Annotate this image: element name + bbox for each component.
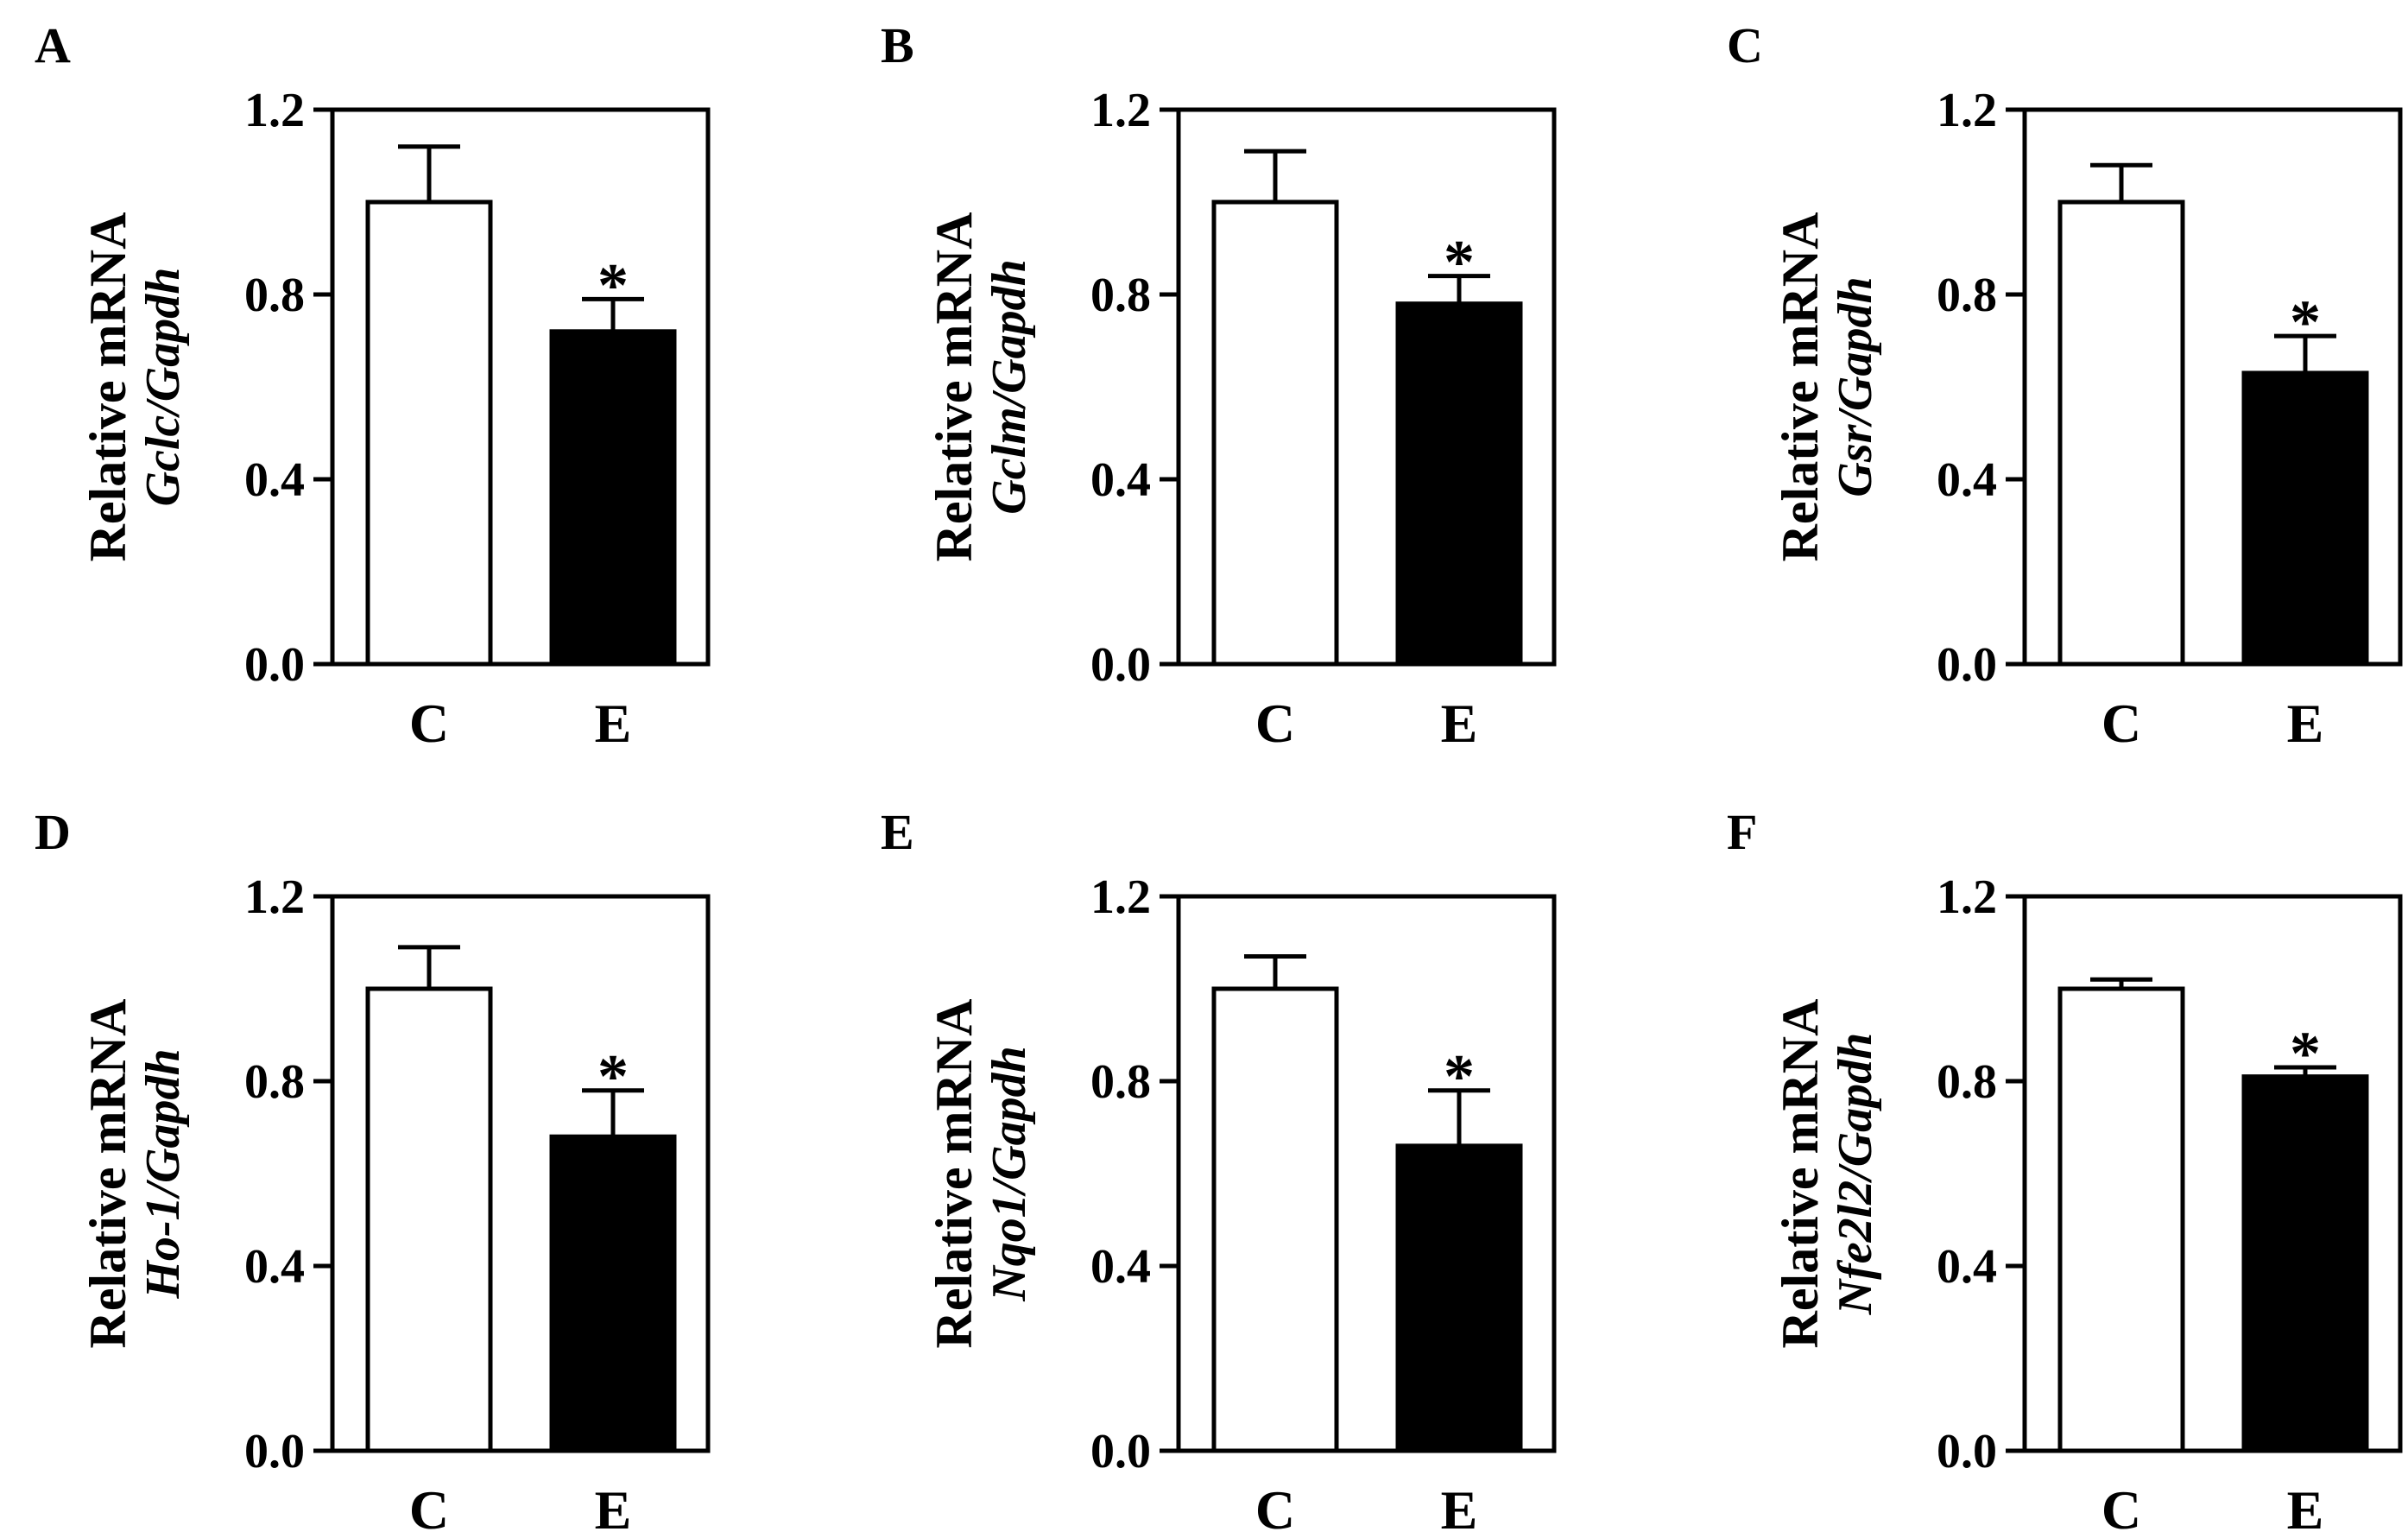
y-tick-label-a-2: 0.8 (244, 269, 305, 322)
significance-star-a: * (597, 250, 629, 320)
x-tick-label-b-e: E (1441, 693, 1478, 754)
y-tick-label-c-3: 1.2 (1937, 84, 1997, 137)
x-tick-label-d-e: E (595, 1479, 632, 1538)
significance-star-b: * (1444, 228, 1475, 297)
significance-star-f: * (2290, 1019, 2321, 1088)
x-tick-label-a-e: E (595, 693, 632, 754)
significance-star-d: * (597, 1042, 629, 1111)
panel-letter-b: B (881, 17, 914, 73)
y-tick-label-a-0: 0.0 (244, 638, 305, 692)
y-tick-label-e-1: 0.4 (1090, 1240, 1151, 1294)
x-tick-label-b-c: C (1255, 693, 1295, 754)
y-tick-label-f-1: 0.4 (1937, 1240, 1997, 1294)
y-tick-label-d-1: 0.4 (244, 1240, 305, 1294)
y-tick-label-d-3: 1.2 (244, 870, 305, 924)
y-tick-label-c-0: 0.0 (1937, 638, 1997, 692)
y-tick-label-d-0: 0.0 (244, 1425, 305, 1478)
significance-star-e: * (1444, 1042, 1475, 1111)
panel-letter-a: A (35, 17, 71, 73)
panel-f: F C * E 0.0 0.4 0.8 1.2 Relative mRNA Nfe2l2/Gapd… (1727, 804, 2403, 1538)
bar-e-c (1211, 986, 1339, 1453)
bar-e-e (1395, 1143, 1523, 1453)
y-tick-label-c-2: 0.8 (1937, 269, 1997, 322)
panel-letter-e: E (881, 804, 914, 860)
y-tick-label-a-1: 0.4 (244, 453, 305, 507)
panel-a: A C * E 0.0 0.4 0.8 1.2 Relative mRNA Gclc/Gapdh (35, 17, 711, 754)
bar-a-e (549, 329, 677, 667)
y-tick-label-b-2: 0.8 (1090, 269, 1151, 322)
y-tick-label-a-3: 1.2 (244, 84, 305, 137)
plot-frame-a (330, 107, 711, 667)
y-axis-label-f: Relative mRNA (1772, 999, 1829, 1349)
bar-b-c (1211, 199, 1339, 667)
x-tick-label-c-c: C (2101, 693, 2141, 754)
panel-letter-f: F (1727, 804, 1757, 860)
y-axis-gene-label-a: Gclc/Gapdh (136, 268, 190, 507)
plot-frame-c (2022, 107, 2403, 667)
y-axis-label-e: Relative mRNA (926, 999, 983, 1349)
y-axis-label-b: Relative mRNA (926, 212, 983, 562)
panel-d: D C * E 0.0 0.4 0.8 1.2 Relative mRNA Ho-1/Gapdh (35, 804, 711, 1538)
bar-c-e (2241, 370, 2369, 667)
panel-letter-d: D (35, 804, 71, 860)
plot-frame-e (1176, 894, 1557, 1453)
significance-star-c: * (2290, 288, 2321, 357)
x-tick-label-e-c: C (1255, 1479, 1295, 1538)
y-axis-gene-label-f: Nfe2l2/Gapdh (1829, 1033, 1882, 1316)
y-axis-label-c: Relative mRNA (1772, 212, 1829, 562)
y-axis-gene-label-b: Gclm/Gapdh (983, 259, 1036, 515)
plot-frame-b (1176, 107, 1557, 667)
y-axis-label-d: Relative mRNA (79, 999, 136, 1349)
panel-e: E C * E 0.0 0.4 0.8 1.2 Relative mRNA Nqo1/Gapdh (881, 804, 1557, 1538)
y-tick-label-c-1: 0.4 (1937, 453, 1997, 507)
y-tick-label-f-2: 0.8 (1937, 1055, 1997, 1109)
panel-c: C C * E 0.0 0.4 0.8 1.2 Relative mRNA Gsr/Gapdh (1727, 17, 2403, 754)
y-tick-label-e-3: 1.2 (1090, 870, 1151, 924)
x-tick-label-f-e: E (2287, 1479, 2324, 1538)
bar-a-c (365, 199, 493, 667)
y-tick-label-e-2: 0.8 (1090, 1055, 1151, 1109)
panel-letter-c: C (1727, 17, 1763, 73)
plot-frame-d (330, 894, 711, 1453)
bar-f-e (2241, 1074, 2369, 1453)
y-axis-gene-label-c: Gsr/Gapdh (1829, 276, 1882, 497)
y-tick-label-b-0: 0.0 (1090, 638, 1151, 692)
y-tick-label-f-3: 1.2 (1937, 870, 1997, 924)
x-tick-label-e-e: E (1441, 1479, 1478, 1538)
plot-frame-f (2022, 894, 2403, 1453)
y-tick-label-d-2: 0.8 (244, 1055, 305, 1109)
y-axis-gene-label-e: Nqo1/Gapdh (983, 1046, 1036, 1302)
y-axis-gene-label-d: Ho-1/Gapdh (136, 1048, 190, 1299)
bar-d-c (365, 986, 493, 1453)
y-axis-label-a: Relative mRNA (79, 212, 136, 562)
y-tick-label-f-0: 0.0 (1937, 1425, 1997, 1478)
y-tick-label-b-1: 0.4 (1090, 453, 1151, 507)
bar-f-c (2057, 986, 2185, 1453)
bar-b-e (1395, 301, 1523, 667)
x-tick-label-d-c: C (409, 1479, 449, 1538)
x-tick-label-f-c: C (2101, 1479, 2141, 1538)
bar-d-e (549, 1134, 677, 1453)
x-tick-label-c-e: E (2287, 693, 2324, 754)
x-tick-label-a-c: C (409, 693, 449, 754)
y-tick-label-e-0: 0.0 (1090, 1425, 1151, 1478)
panel-b: B C * E 0.0 0.4 0.8 1.2 Relative mRNA Gclm/Gapdh (881, 17, 1557, 754)
bar-c-c (2057, 199, 2185, 667)
y-tick-label-b-3: 1.2 (1090, 84, 1151, 137)
